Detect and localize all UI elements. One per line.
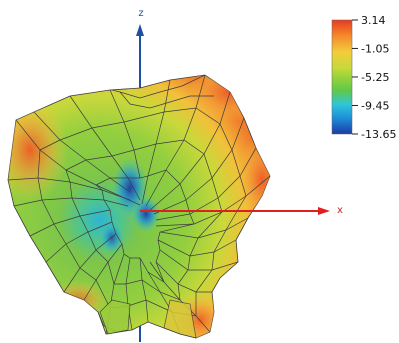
pattern-surface [7,74,271,339]
x-axis: x [140,205,343,216]
colorbar: 3.14 -1.05 -5.25 -9.45 -13.65 [331,14,396,141]
colorbar-gradient [331,19,353,135]
colorbar-tick-label: -5.25 [361,71,389,84]
x-axis-label: x [337,205,343,216]
colorbar-tick-label: 3.14 [361,14,386,27]
z-axis-label: z [138,8,143,19]
colorbar-ticks: 3.14 -1.05 -5.25 -9.45 -13.65 [352,14,396,141]
colorbar-tick-label: -9.45 [361,99,389,112]
colorbar-tick-label: -1.05 [361,42,389,55]
colorbar-tick-label: -13.65 [361,128,396,141]
